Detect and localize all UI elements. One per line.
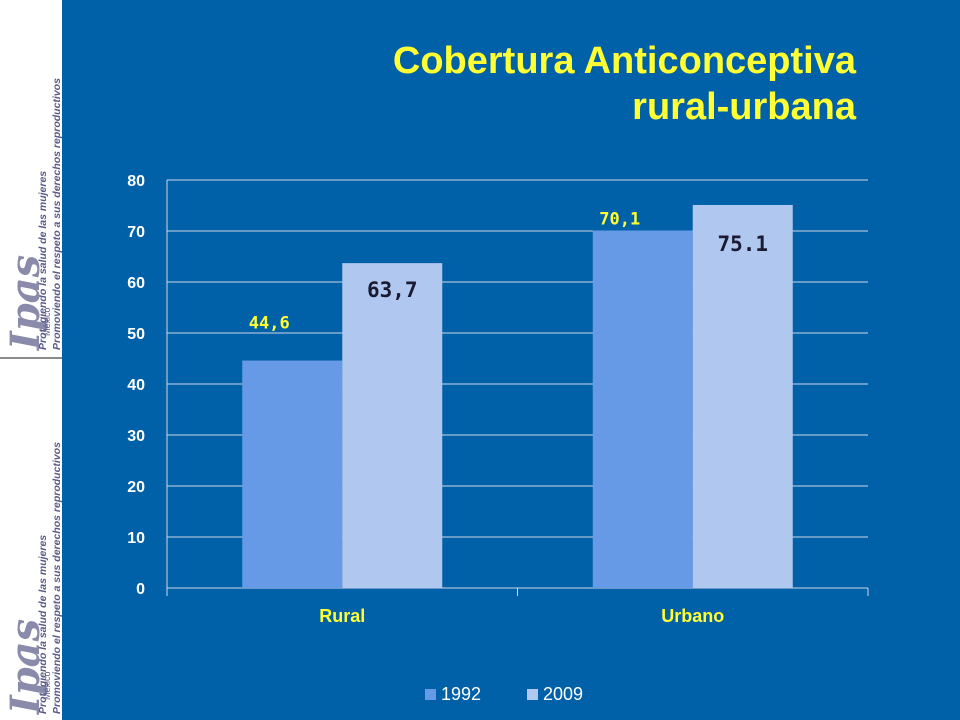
y-tick-label: 0 xyxy=(136,581,145,598)
legend-swatch xyxy=(527,689,538,700)
data-label: 63,7 xyxy=(367,278,418,302)
x-category-label: Urbano xyxy=(661,606,724,626)
y-tick-label: 70 xyxy=(127,224,145,241)
slide-title: Cobertura Anticonceptiva rural-urbana xyxy=(156,38,856,130)
brand-sidebar: Protegiendo la salud de las mujeres Prom… xyxy=(0,0,63,720)
data-label: 75.1 xyxy=(717,232,768,256)
y-tick-label: 80 xyxy=(127,173,145,190)
x-category-label: Rural xyxy=(319,606,365,626)
title-line-2: rural-urbana xyxy=(632,86,856,128)
data-label: 44,6 xyxy=(249,314,290,334)
y-tick-label: 40 xyxy=(127,377,145,394)
legend-label: 2009 xyxy=(543,684,583,704)
data-label: 70,1 xyxy=(599,209,640,229)
y-tick-label: 50 xyxy=(127,326,145,343)
y-tick-label: 60 xyxy=(127,275,145,292)
bar-1992-urbano xyxy=(592,230,693,589)
y-tick-label: 30 xyxy=(127,428,145,445)
y-tick-label: 10 xyxy=(127,530,145,547)
bar-2009-urbano xyxy=(692,204,793,589)
title-line-1: Cobertura Anticonceptiva xyxy=(392,40,856,82)
brand-divider xyxy=(0,357,62,359)
legend-swatch xyxy=(425,689,436,700)
bar-2009-rural xyxy=(342,263,443,588)
bar-1992-rural xyxy=(242,360,343,588)
y-tick-label: 20 xyxy=(127,479,145,496)
legend-label: 1992 xyxy=(441,684,481,704)
